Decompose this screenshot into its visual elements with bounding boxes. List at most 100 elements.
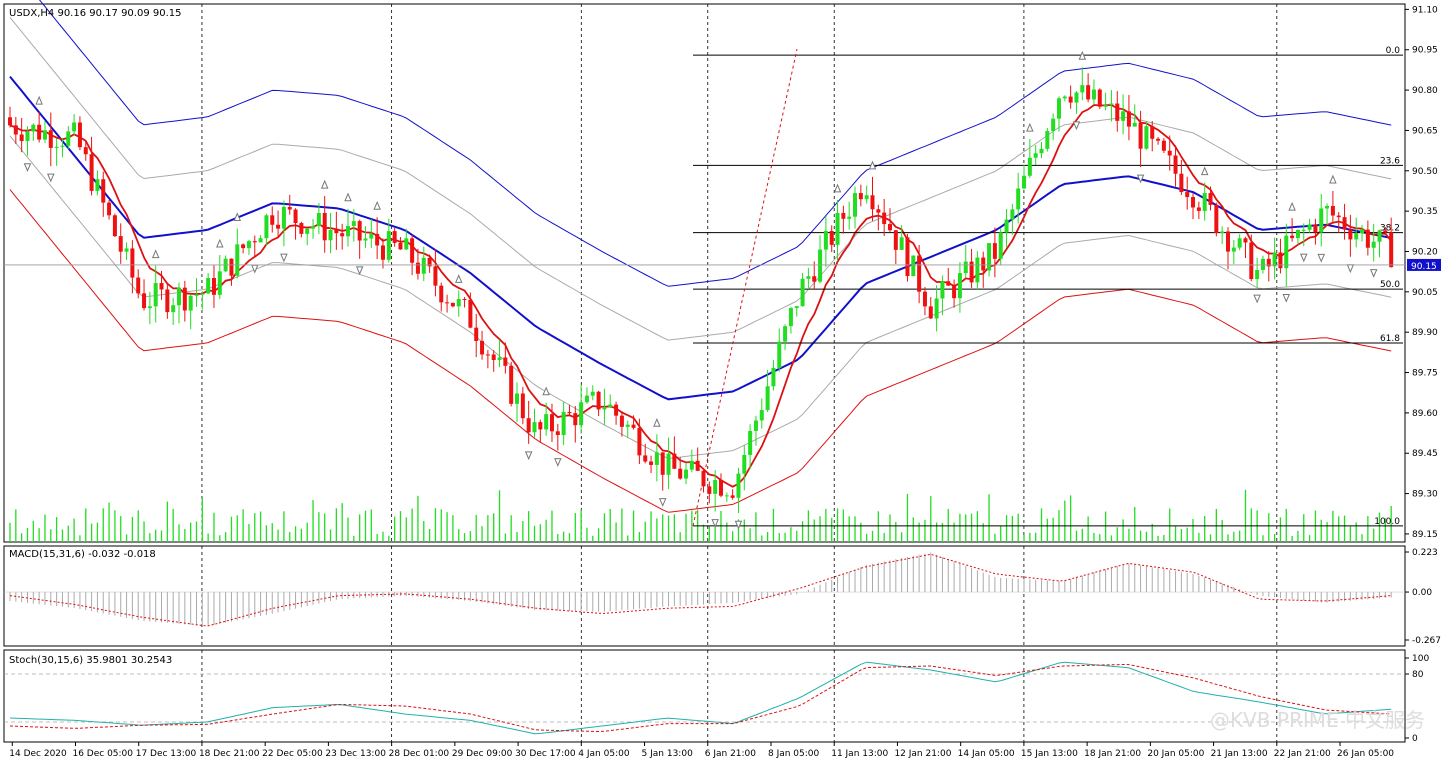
candle-body <box>287 206 292 210</box>
fib-level-label: 61.8 <box>1380 334 1400 344</box>
macd-indicator: 0.223 0.00 -0.267 <box>4 548 1441 646</box>
candle-body <box>1126 111 1131 127</box>
stoch-tick-label: 80 <box>1412 670 1424 680</box>
fractal-down-arrow <box>1136 174 1145 184</box>
candlesticks <box>8 67 1394 514</box>
candle-body <box>596 391 601 410</box>
candle-body <box>1237 238 1242 248</box>
candle-body <box>619 415 624 427</box>
time-label: 14 Dec 2020 <box>9 749 67 759</box>
candle-body <box>13 125 18 135</box>
candle-body <box>847 216 852 219</box>
fib-level-label: 38.2 <box>1380 224 1400 234</box>
candle-body <box>1202 193 1207 211</box>
fractal-down-arrow <box>1282 293 1291 303</box>
price-label: 90.20 <box>1412 247 1438 257</box>
candle-body <box>631 424 636 428</box>
fibonacci-retracement[interactable]: 0.0 23.6 38.2 50.0 61.8 100.0 <box>692 46 1403 527</box>
price-label: 90.35 <box>1412 207 1438 217</box>
candle-body <box>206 278 211 294</box>
candle-body <box>1039 148 1044 154</box>
candle-body <box>31 124 36 132</box>
candle-body <box>1354 233 1359 240</box>
candle-body <box>1138 122 1143 149</box>
candle-body <box>171 305 176 313</box>
fractal-arrows <box>23 50 1378 530</box>
candle-body <box>60 145 65 147</box>
candle-body <box>48 130 53 148</box>
stoch-tick-label: 100 <box>1412 654 1429 664</box>
candle-body <box>654 452 659 465</box>
fractal-down-arrow <box>23 163 32 173</box>
macd-tick-label: 0.223 <box>1412 548 1438 558</box>
candle-body <box>1278 252 1283 269</box>
candle-body <box>608 404 613 408</box>
time-label: 5 Jan 13:00 <box>642 749 694 759</box>
candle-body <box>998 232 1003 259</box>
candle-body <box>72 122 77 132</box>
time-label: 18 Dec 21:00 <box>199 749 260 759</box>
price-label: 89.75 <box>1412 369 1438 379</box>
price-label: 90.65 <box>1412 126 1438 136</box>
candle-body <box>946 281 951 286</box>
candle-body <box>177 287 182 306</box>
candle-body <box>788 308 793 327</box>
fib-level-label: 100.0 <box>1374 517 1400 527</box>
candle-body <box>1144 126 1149 149</box>
fractal-down-arrow <box>1072 121 1081 131</box>
candle-body <box>392 231 397 243</box>
candle-body <box>579 402 584 426</box>
candle-body <box>66 131 71 146</box>
candle-body <box>1272 252 1277 267</box>
candle-body <box>246 241 251 249</box>
candle-body <box>340 233 345 237</box>
fractal-down-arrow <box>658 498 667 507</box>
time-label: 8 Jan 05:00 <box>768 749 820 759</box>
macd-tick-label: -0.267 <box>1412 636 1441 646</box>
time-label: 20 Jan 05:00 <box>1147 749 1204 759</box>
candle-body <box>299 223 304 234</box>
candle-body <box>1080 85 1085 93</box>
candle-body <box>666 453 671 475</box>
candle-body <box>375 233 380 246</box>
candle-body <box>270 215 275 225</box>
candle-body <box>1191 197 1196 208</box>
current-price-badge <box>1407 258 1441 271</box>
candle-body <box>718 479 723 496</box>
envelope-lines <box>9 0 1392 513</box>
candle-body <box>1086 85 1091 100</box>
candle-body <box>83 147 88 155</box>
candle-body <box>992 243 997 259</box>
candle-body <box>584 395 589 403</box>
candle-body <box>456 299 461 307</box>
candle-body <box>969 261 974 283</box>
candle-body <box>8 117 12 126</box>
candle-body <box>1074 92 1079 103</box>
candle-body <box>1336 215 1341 218</box>
candle-body <box>742 454 747 474</box>
stoch-panel-header: Stoch(30,15,6) 35.9801 30.2543 <box>9 655 172 666</box>
candle-body <box>1260 258 1265 270</box>
candle-body <box>386 231 391 260</box>
candle-body <box>1156 138 1161 141</box>
time-label: 6 Jan 21:00 <box>705 749 757 759</box>
candle-body <box>911 255 916 277</box>
watermark-text: @KVB PRIME 中文服务 <box>1210 708 1425 732</box>
candle-body <box>363 238 368 241</box>
candle-body <box>538 422 543 430</box>
candle-body <box>806 276 811 279</box>
candle-body <box>107 202 112 216</box>
fractal-up-arrow <box>868 160 877 170</box>
candle-body <box>1255 269 1260 280</box>
candle-body <box>316 213 321 227</box>
time-label: 26 Jan 05:00 <box>1337 749 1394 759</box>
candle-body <box>684 469 689 479</box>
candle-body <box>1150 126 1155 139</box>
candle-body <box>200 293 205 295</box>
candle-body <box>701 470 706 487</box>
candle-body <box>427 257 432 267</box>
candle-body <box>165 289 170 313</box>
candle-body <box>870 195 875 210</box>
